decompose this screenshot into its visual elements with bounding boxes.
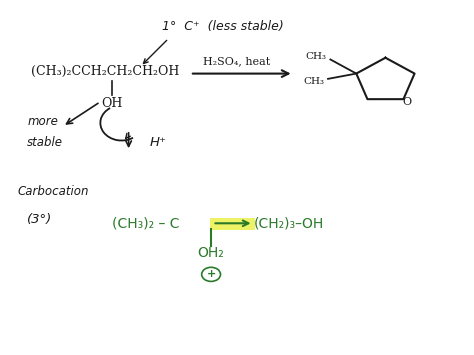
- Text: (CH₃)₂CCH₂CH₂CH₂OH: (CH₃)₂CCH₂CH₂CH₂OH: [31, 65, 179, 78]
- Text: OH₂: OH₂: [198, 246, 225, 260]
- Text: more: more: [27, 115, 58, 128]
- Text: O: O: [402, 97, 412, 107]
- Text: (CH₃)₂ – C: (CH₃)₂ – C: [112, 216, 180, 230]
- Text: 1°  C⁺  (less stable): 1° C⁺ (less stable): [162, 20, 284, 33]
- Text: stable: stable: [27, 136, 64, 149]
- Text: (CH₂)₃–OH: (CH₂)₃–OH: [254, 216, 324, 230]
- Text: H₂SO₄, heat: H₂SO₄, heat: [203, 56, 271, 66]
- Text: CH₃: CH₃: [303, 77, 324, 86]
- Text: OH: OH: [101, 97, 123, 110]
- Text: +: +: [207, 269, 216, 279]
- Text: (3°): (3°): [27, 213, 53, 226]
- Text: Carbocation: Carbocation: [18, 185, 90, 198]
- FancyBboxPatch shape: [210, 218, 255, 230]
- Text: H⁺: H⁺: [150, 136, 167, 149]
- Text: CH₃: CH₃: [306, 52, 327, 61]
